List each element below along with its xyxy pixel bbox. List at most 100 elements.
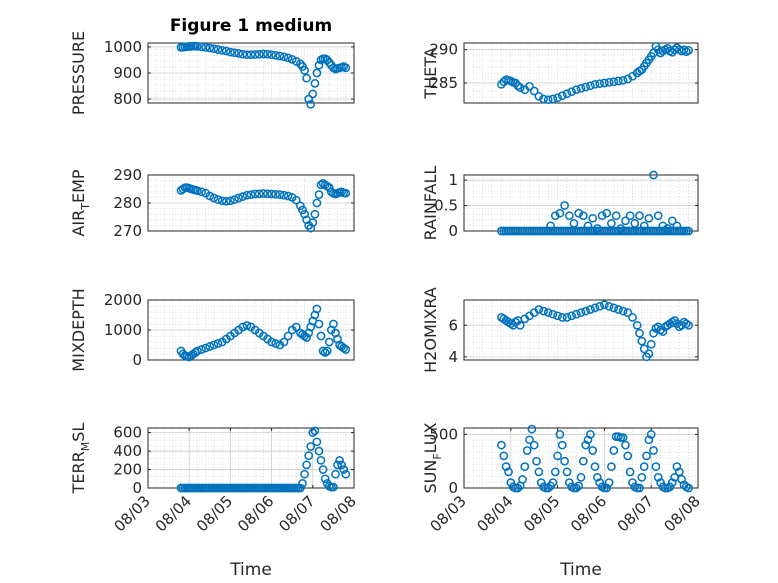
y-axis-label: AIRTEMP bbox=[69, 169, 92, 236]
data-point bbox=[318, 346, 328, 356]
data-point bbox=[316, 455, 326, 465]
x-tick-label: 08/06 bbox=[234, 492, 277, 535]
data-point bbox=[197, 42, 206, 52]
data-point bbox=[279, 52, 289, 62]
data-point bbox=[677, 475, 686, 484]
data-point bbox=[555, 208, 565, 218]
data-point bbox=[329, 482, 338, 492]
y-tick-label: 800 bbox=[113, 90, 142, 108]
data-point bbox=[322, 346, 332, 356]
x-tick-label: 08/08 bbox=[661, 492, 704, 535]
y-tick-label: 290 bbox=[429, 41, 458, 59]
data-point bbox=[296, 201, 305, 211]
y-axis-label: SUNFLUX bbox=[421, 422, 444, 493]
x-tick-label: 08/04 bbox=[152, 492, 195, 535]
data-point bbox=[562, 89, 572, 99]
data-point bbox=[532, 456, 541, 466]
data-point bbox=[639, 462, 649, 471]
data-point bbox=[339, 465, 349, 474]
data-point bbox=[684, 320, 693, 330]
data-point bbox=[529, 86, 539, 96]
data-point bbox=[515, 320, 525, 330]
y-tick-label: 280 bbox=[113, 194, 142, 212]
subplot-row2-right: 0 0.5 1 RAINFALL bbox=[421, 166, 699, 240]
data-point bbox=[684, 483, 693, 493]
data-point bbox=[250, 50, 260, 59]
data-point bbox=[600, 78, 609, 88]
data-point bbox=[312, 198, 322, 208]
data-point bbox=[583, 435, 593, 445]
y-tick-label: 290 bbox=[113, 166, 142, 184]
data-point bbox=[588, 446, 598, 455]
data-point bbox=[337, 460, 346, 470]
figure-title: Figure 1 medium bbox=[170, 16, 332, 36]
y-tick-label: 1 bbox=[448, 171, 458, 189]
data-point bbox=[649, 328, 658, 338]
axes-box bbox=[463, 299, 699, 361]
minor-grid bbox=[464, 175, 698, 231]
data-point bbox=[632, 320, 642, 330]
data-point bbox=[310, 426, 320, 436]
minor-grid bbox=[464, 43, 698, 103]
data-point bbox=[298, 479, 307, 488]
data-point bbox=[316, 331, 326, 341]
y-axis-label-main: TERR bbox=[69, 451, 88, 494]
data-point bbox=[341, 188, 351, 198]
data-point bbox=[557, 313, 567, 322]
y-axis-label-subscript: T bbox=[79, 203, 92, 211]
data-point bbox=[562, 313, 572, 322]
subplot-row1-left: 800 900 1000 PRESSURE Figure 1 medium bbox=[69, 16, 355, 115]
data-point bbox=[193, 42, 202, 51]
data-point bbox=[567, 311, 576, 321]
data-point bbox=[548, 478, 558, 487]
data-point bbox=[238, 49, 248, 59]
y-tick-label: 270 bbox=[113, 222, 142, 240]
series-markers bbox=[176, 41, 351, 109]
series-markers bbox=[176, 179, 351, 233]
data-point bbox=[637, 336, 647, 346]
y-axis-label-main: SUN bbox=[421, 460, 440, 494]
data-point bbox=[578, 456, 588, 466]
data-point bbox=[205, 43, 215, 53]
data-point bbox=[308, 218, 318, 227]
data-point bbox=[197, 345, 206, 354]
data-point bbox=[576, 472, 586, 482]
data-point bbox=[205, 191, 215, 201]
subplot-row3-right: 4 6 H2OMIXRA bbox=[421, 287, 699, 373]
data-point bbox=[583, 221, 593, 231]
y-tick-label: 200 bbox=[113, 461, 142, 479]
data-point bbox=[221, 46, 231, 56]
data-point bbox=[543, 308, 553, 317]
data-point bbox=[623, 451, 633, 461]
data-point bbox=[331, 469, 340, 479]
y-tick-label: 2000 bbox=[104, 291, 142, 309]
data-point bbox=[586, 305, 595, 314]
series-markers bbox=[497, 300, 693, 362]
data-point bbox=[665, 482, 675, 492]
data-point bbox=[300, 209, 309, 219]
y-tick-label: 0.5 bbox=[434, 197, 458, 215]
data-point bbox=[543, 95, 553, 105]
y-tick-label: 0 bbox=[448, 479, 458, 497]
data-point bbox=[555, 430, 565, 439]
y-tick-label: 400 bbox=[113, 442, 142, 460]
data-point bbox=[314, 190, 324, 199]
data-point bbox=[571, 85, 581, 95]
data-point bbox=[308, 428, 318, 437]
data-point bbox=[644, 213, 654, 223]
data-point bbox=[628, 478, 637, 487]
data-point bbox=[639, 221, 649, 231]
data-point bbox=[522, 446, 532, 455]
y-axis-label: TERRMSL bbox=[69, 423, 92, 495]
data-point bbox=[539, 94, 548, 104]
y-axis-label-subscript: F bbox=[431, 453, 444, 459]
data-point bbox=[581, 440, 591, 450]
data-point bbox=[287, 55, 297, 64]
data-point bbox=[635, 483, 644, 493]
x-tick-label: 08/05 bbox=[193, 492, 236, 535]
data-point bbox=[658, 327, 668, 336]
x-tick-label: 08/03 bbox=[111, 492, 154, 535]
data-point bbox=[557, 440, 567, 450]
